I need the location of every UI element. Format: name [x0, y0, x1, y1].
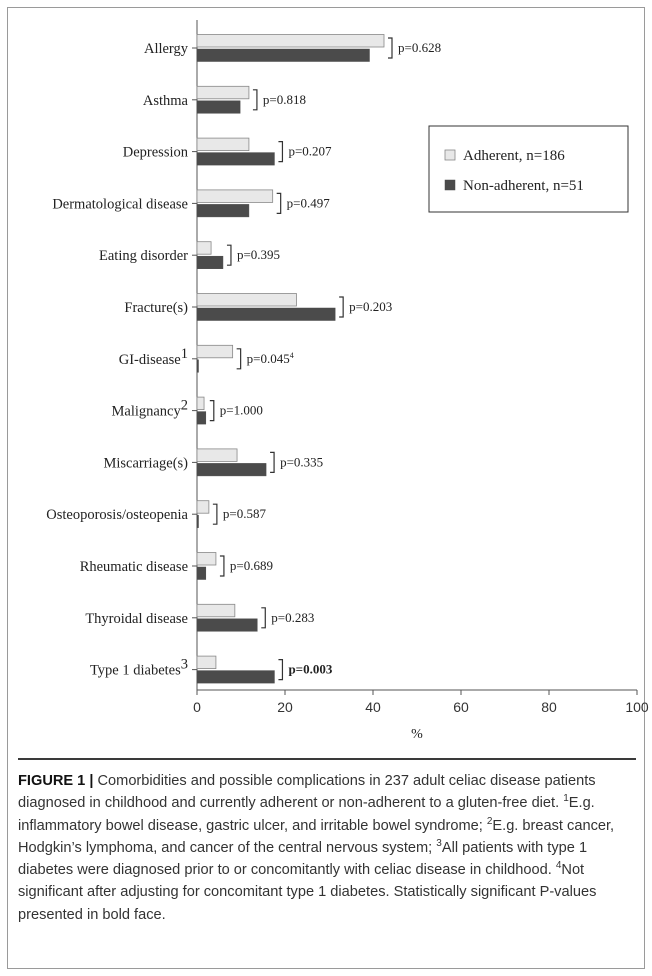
category-label: Type 1 diabetes3 [90, 657, 188, 679]
bar-adherent [196, 552, 217, 566]
caption-note3: All patients with type 1 diabetes were d… [18, 839, 588, 879]
x-tick-label: 20 [277, 699, 293, 715]
bar-non-adherent [196, 566, 207, 580]
caption-note2: E.g. breast cancer, Hodgkin’s lymphoma, … [18, 817, 615, 856]
x-axis-label: % [411, 727, 423, 742]
category-label: Thyroidal disease [85, 611, 188, 627]
bar-adherent [196, 85, 250, 100]
bar-adherent [196, 241, 212, 255]
category-label: Osteoporosis/osteopenia [46, 507, 188, 523]
p-value-bracket [270, 451, 275, 473]
p-value-label: p=0.335 [280, 454, 323, 469]
category-label: Eating disorder [99, 248, 188, 264]
category-label: Dermatological disease [52, 196, 188, 212]
bar-non-adherent [196, 670, 275, 684]
category-label: Depression [123, 145, 189, 161]
category-label: Allergy [144, 41, 189, 57]
bar-adherent [196, 500, 210, 514]
p-value-bracket [212, 503, 218, 525]
p-value-label: p=0.497 [287, 195, 331, 210]
bar-adherent [196, 34, 385, 48]
p-value-bracket [339, 296, 344, 318]
caption-label: FIGURE 1 | [18, 773, 94, 789]
p-value-label: p=0.587 [223, 506, 267, 521]
x-tick-label: 60 [453, 699, 469, 715]
caption-note4-mark: 4 [555, 860, 562, 872]
p-value-bracket [278, 141, 284, 163]
p-value-label: p=0.395 [237, 247, 280, 262]
bar-adherent [196, 603, 236, 618]
bar-non-adherent [196, 514, 199, 528]
x-tick-label: 80 [541, 699, 557, 715]
caption-note2-mark: 2 [486, 815, 493, 827]
p-value-label: p=1.000 [220, 403, 263, 418]
category-label: Malignancy2 [111, 398, 188, 420]
p-value-bracket [388, 37, 393, 59]
figure-frame [7, 7, 645, 969]
x-tick-label: 40 [365, 699, 381, 715]
figure-caption: FIGURE 1 | Comorbidities and possible co… [18, 758, 636, 926]
p-value-bracket [261, 607, 266, 629]
p-value-label: p=0.818 [263, 92, 306, 107]
category-label: Rheumatic disease [80, 559, 188, 575]
bar-non-adherent [196, 307, 336, 321]
p-value-label: p=0.003 [288, 662, 332, 677]
category-label: Miscarriage(s) [103, 455, 188, 471]
category-label: Asthma [143, 93, 189, 109]
caption-note3-mark: 3 [436, 838, 442, 850]
bar-non-adherent [196, 618, 258, 632]
x-tick-label: 0 [193, 699, 201, 715]
caption-note1-mark: 1 [563, 793, 569, 805]
bar-adherent [196, 655, 217, 669]
bar-non-adherent [196, 359, 199, 373]
bar-adherent [196, 189, 274, 203]
p-value-label: p=0.203 [349, 299, 392, 314]
p-value-label: p=0.689 [230, 558, 273, 573]
legend-swatch-non-adherent [444, 179, 456, 191]
bar-adherent [196, 448, 238, 462]
p-value-label: p=0.283 [271, 610, 314, 625]
caption-note4: Not significant after adjusting for conc… [18, 862, 597, 923]
p-value-label: p=0.0454 [247, 351, 294, 366]
p-value-bracket [209, 400, 215, 422]
p-value-bracket [236, 348, 242, 370]
p-value-bracket [226, 244, 232, 266]
legend-label-non-adherent: Non-adherent, n=51 [463, 178, 584, 194]
bar-non-adherent [196, 152, 275, 166]
bar-adherent [196, 344, 234, 359]
bar-non-adherent [196, 48, 370, 62]
comorbidity-bar-chart: 0 20 40 60 80 100% Allergy p=0.628 Asthma p=0.818… [46, 20, 649, 742]
p-value-bracket [219, 555, 225, 577]
legend-label-adherent: Adherent, n=186 [463, 148, 565, 164]
bar-non-adherent [196, 255, 224, 269]
p-value-bracket [276, 192, 282, 214]
bar-non-adherent [196, 100, 241, 114]
p-value-bracket [278, 659, 284, 681]
bar-adherent [196, 396, 205, 411]
bar-adherent [196, 137, 250, 152]
bar-non-adherent [196, 411, 207, 425]
bar-non-adherent [196, 204, 250, 218]
caption-text: Comorbidities and possible complications… [18, 773, 596, 812]
p-value-bracket [252, 89, 258, 111]
category-label: Fracture(s) [124, 300, 188, 316]
bar-non-adherent [196, 463, 267, 477]
bar-adherent [196, 293, 297, 307]
p-value-label: p=0.207 [288, 144, 332, 159]
x-tick-label: 100 [625, 699, 649, 715]
legend-swatch-adherent [444, 149, 456, 161]
category-label: GI-disease1 [119, 346, 188, 368]
p-value-label: p=0.628 [398, 40, 441, 55]
legend-box [428, 125, 629, 213]
caption-note1: E.g. inflammatory bowel disease, gastric… [18, 795, 595, 834]
